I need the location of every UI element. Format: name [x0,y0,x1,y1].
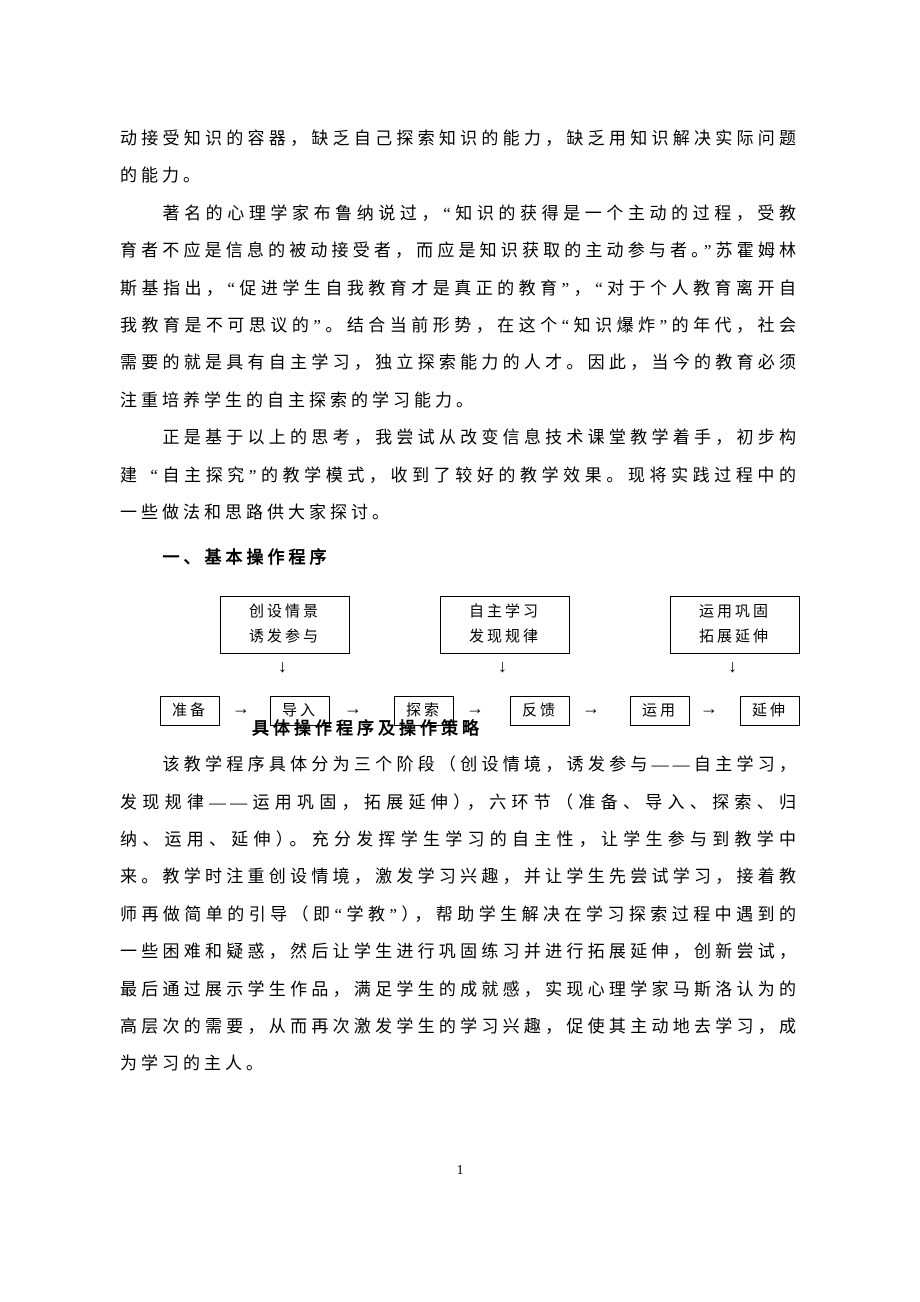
arrow-down-icon: ↓ [498,656,507,677]
flow-overlay-heading: 具体操作程序及操作策略 [252,714,483,739]
flow-top-box-1-line2: 诱发参与 [221,625,349,651]
flow-top-box-2: 自主学习 发现规律 [440,596,570,654]
flow-stage-1: 准备 [160,696,220,726]
arrow-down-icon: ↓ [278,656,287,677]
arrow-right-icon: → [232,698,250,719]
flow-stage-6: 延伸 [740,696,800,726]
arrow-right-icon: → [700,698,718,719]
flowchart-diagram: 创设情景 诱发参与 自主学习 发现规律 运用巩固 拓展延伸 ↓ ↓ ↓ 准备 导… [160,596,840,746]
page-footer: 1 [120,1083,800,1179]
paragraph-explanation: 该教学程序具体分为三个阶段（创设情境，诱发参与——自主学习，发现规律——运用巩固… [120,746,800,1083]
flow-top-box-1: 创设情景 诱发参与 [220,596,350,654]
flow-top-box-2-line2: 发现规律 [441,625,569,651]
flow-top-box-1-line1: 创设情景 [221,600,349,626]
flow-stage-5: 运用 [630,696,690,726]
document-page: 动接受知识的容器，缺乏自己探索知识的能力，缺乏用知识解决实际问题的能力。 著名的… [0,0,920,1302]
flow-top-box-3-line2: 拓展延伸 [671,625,799,651]
paragraph-continuation: 动接受知识的容器，缺乏自己探索知识的能力，缺乏用知识解决实际问题的能力。 [120,120,800,195]
arrow-right-icon: → [582,698,600,719]
flow-stage-4: 反馈 [510,696,570,726]
heading-section-1: 一、基本操作程序 [120,543,800,568]
paragraph-quote: 著名的心理学家布鲁纳说过，“知识的获得是一个主动的过程，受教育者不应是信息的被动… [120,195,800,419]
flow-top-box-3: 运用巩固 拓展延伸 [670,596,800,654]
flow-top-box-3-line1: 运用巩固 [671,600,799,626]
flow-top-box-2-line1: 自主学习 [441,600,569,626]
page-number: 1 [457,1163,464,1178]
arrow-down-icon: ↓ [728,656,737,677]
paragraph-intro: 正是基于以上的思考，我尝试从改变信息技术课堂教学着手，初步构建 “自主探究”的教… [120,419,800,531]
